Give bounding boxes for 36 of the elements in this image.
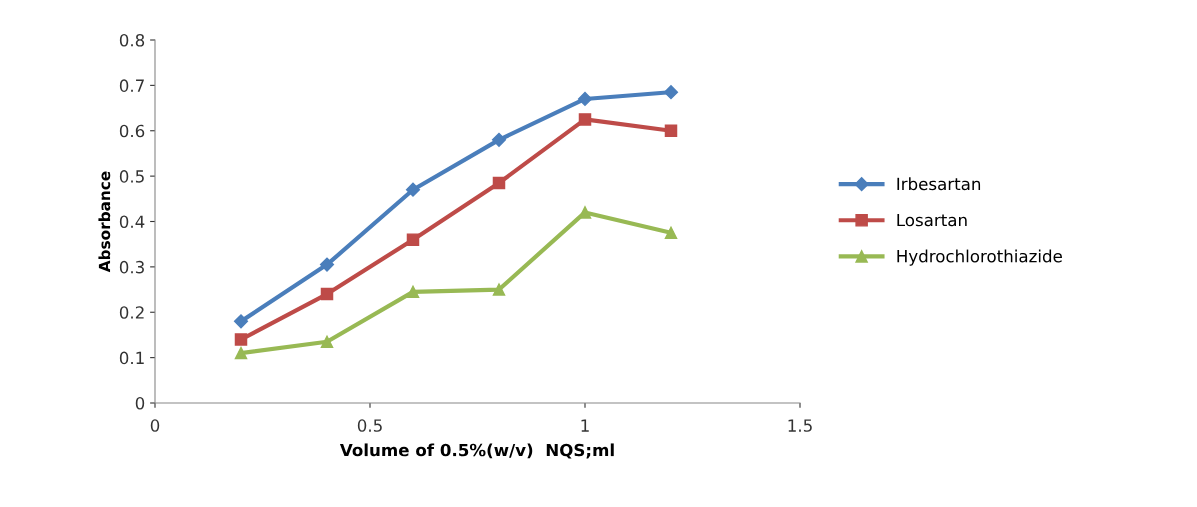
point bbox=[233, 314, 249, 329]
y-tick-label: 0.4 bbox=[119, 215, 145, 229]
y-tick-label: 0.1 bbox=[119, 351, 144, 365]
point bbox=[492, 283, 506, 296]
point bbox=[319, 257, 335, 272]
legend-label: Losartan bbox=[897, 213, 967, 227]
point bbox=[577, 91, 593, 107]
y-tick-label: 0.3 bbox=[119, 260, 144, 274]
point bbox=[320, 287, 334, 301]
point bbox=[578, 113, 592, 126]
point bbox=[406, 233, 420, 246]
legend-label: Irbesartan bbox=[897, 177, 981, 191]
x-tick-label: 1.5 bbox=[788, 419, 812, 432]
point bbox=[578, 206, 592, 219]
x-axis-title: Volume of 0.5%(w/v) NQS;ml bbox=[339, 443, 614, 459]
x-tick-label: 0 bbox=[150, 419, 160, 432]
legend-label: Hydrochlorothiazide bbox=[897, 249, 1062, 266]
y-tick-label: 0 bbox=[135, 396, 145, 410]
point bbox=[234, 333, 248, 346]
x-tick-label: 1 bbox=[581, 419, 589, 432]
y-tick-label: 0.6 bbox=[119, 124, 145, 138]
y-tick-label: 0.7 bbox=[119, 79, 144, 92]
point bbox=[234, 346, 248, 360]
point bbox=[491, 132, 507, 147]
x-tick-label: 0.5 bbox=[357, 419, 382, 432]
point bbox=[320, 335, 334, 348]
y-tick-label: 0.8 bbox=[119, 33, 145, 47]
y-tick-label: 0.2 bbox=[119, 306, 144, 319]
point bbox=[663, 85, 679, 100]
y-axis-title: Absorbance bbox=[98, 171, 111, 273]
point bbox=[406, 285, 420, 299]
point bbox=[405, 182, 421, 197]
point bbox=[492, 176, 506, 190]
y-tick-label: 0.5 bbox=[119, 170, 144, 183]
point bbox=[664, 226, 678, 240]
point bbox=[664, 124, 678, 138]
